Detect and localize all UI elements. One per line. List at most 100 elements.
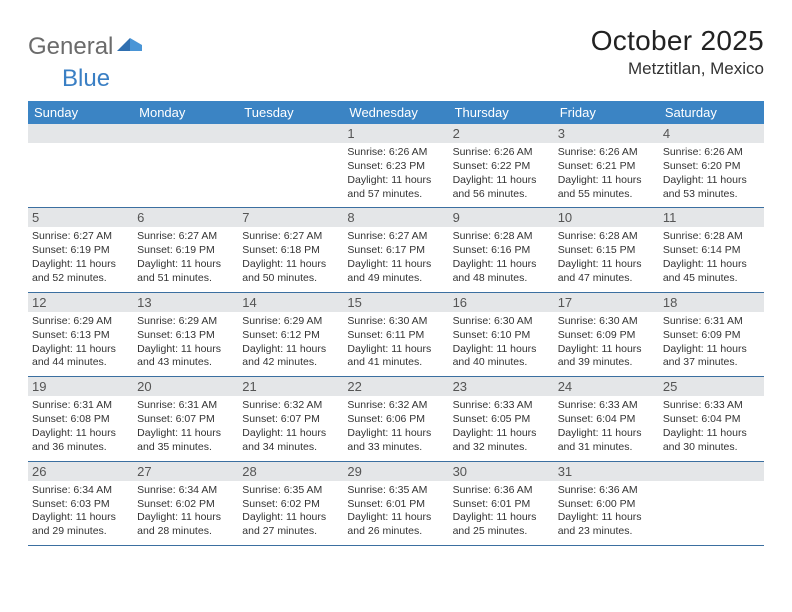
day-line: Daylight: 11 hours [32,511,129,525]
day-line: Sunset: 6:09 PM [558,329,655,343]
week-row: 5Sunrise: 6:27 AMSunset: 6:19 PMDaylight… [28,208,764,292]
day-line: and 40 minutes. [453,356,550,370]
day-number: 9 [449,208,554,227]
day-line: Sunset: 6:15 PM [558,244,655,258]
day-cell: 27Sunrise: 6:34 AMSunset: 6:02 PMDayligh… [133,462,238,545]
day-body: Sunrise: 6:36 AMSunset: 6:01 PMDaylight:… [453,484,550,539]
day-body: Sunrise: 6:35 AMSunset: 6:02 PMDaylight:… [242,484,339,539]
day-line: and 51 minutes. [137,272,234,286]
title-block: October 2025 Metztitlan, Mexico [591,25,764,79]
day-line: Daylight: 11 hours [558,427,655,441]
day-body: Sunrise: 6:32 AMSunset: 6:06 PMDaylight:… [347,399,444,454]
day-cell: 13Sunrise: 6:29 AMSunset: 6:13 PMDayligh… [133,293,238,376]
day-cell: 14Sunrise: 6:29 AMSunset: 6:12 PMDayligh… [238,293,343,376]
calendar-page: General October 2025 Metztitlan, Mexico … [0,0,792,546]
day-body: Sunrise: 6:36 AMSunset: 6:00 PMDaylight:… [558,484,655,539]
day-line: Sunrise: 6:35 AM [242,484,339,498]
day-line: Daylight: 11 hours [663,258,760,272]
day-line: Sunset: 6:19 PM [137,244,234,258]
day-number: 16 [449,293,554,312]
day-line: Sunset: 6:16 PM [453,244,550,258]
day-body: Sunrise: 6:27 AMSunset: 6:19 PMDaylight:… [137,230,234,285]
day-line: Sunrise: 6:29 AM [242,315,339,329]
day-number [28,124,133,143]
day-body: Sunrise: 6:29 AMSunset: 6:13 PMDaylight:… [137,315,234,370]
location-label: Metztitlan, Mexico [591,59,764,79]
day-cell: 21Sunrise: 6:32 AMSunset: 6:07 PMDayligh… [238,377,343,460]
day-line: and 39 minutes. [558,356,655,370]
day-line: Sunrise: 6:30 AM [453,315,550,329]
day-body: Sunrise: 6:29 AMSunset: 6:12 PMDaylight:… [242,315,339,370]
day-line: and 32 minutes. [453,441,550,455]
day-line: and 53 minutes. [663,188,760,202]
week-row: 1Sunrise: 6:26 AMSunset: 6:23 PMDaylight… [28,124,764,208]
day-line: Sunrise: 6:27 AM [347,230,444,244]
day-body: Sunrise: 6:33 AMSunset: 6:05 PMDaylight:… [453,399,550,454]
day-line: Sunrise: 6:35 AM [347,484,444,498]
day-body: Sunrise: 6:34 AMSunset: 6:02 PMDaylight:… [137,484,234,539]
day-cell: 19Sunrise: 6:31 AMSunset: 6:08 PMDayligh… [28,377,133,460]
day-line: Sunrise: 6:33 AM [453,399,550,413]
day-line: Daylight: 11 hours [242,427,339,441]
day-line: Daylight: 11 hours [32,427,129,441]
day-line: Sunrise: 6:34 AM [137,484,234,498]
day-number: 5 [28,208,133,227]
day-body: Sunrise: 6:33 AMSunset: 6:04 PMDaylight:… [663,399,760,454]
day-line: Sunset: 6:04 PM [663,413,760,427]
day-line: Sunset: 6:07 PM [137,413,234,427]
day-body: Sunrise: 6:27 AMSunset: 6:17 PMDaylight:… [347,230,444,285]
day-body: Sunrise: 6:26 AMSunset: 6:21 PMDaylight:… [558,146,655,201]
day-body: Sunrise: 6:28 AMSunset: 6:14 PMDaylight:… [663,230,760,285]
day-line: and 33 minutes. [347,441,444,455]
day-line: Sunset: 6:04 PM [558,413,655,427]
day-cell: 26Sunrise: 6:34 AMSunset: 6:03 PMDayligh… [28,462,133,545]
day-body: Sunrise: 6:28 AMSunset: 6:16 PMDaylight:… [453,230,550,285]
day-line: Daylight: 11 hours [558,343,655,357]
day-body: Sunrise: 6:34 AMSunset: 6:03 PMDaylight:… [32,484,129,539]
brand-logo: General [28,33,143,61]
day-body: Sunrise: 6:30 AMSunset: 6:11 PMDaylight:… [347,315,444,370]
day-line: Sunrise: 6:31 AM [137,399,234,413]
day-line: Sunset: 6:00 PM [558,498,655,512]
day-line: and 49 minutes. [347,272,444,286]
day-number: 24 [554,377,659,396]
day-number: 18 [659,293,764,312]
day-cell: 31 Sunrise: 6:36 AMSunset: 6:00 PMDayligh… [554,462,659,545]
day-line: Sunset: 6:23 PM [347,160,444,174]
day-cell: 23Sunrise: 6:33 AMSunset: 6:05 PMDayligh… [449,377,554,460]
day-cell: 11Sunrise: 6:28 AMSunset: 6:14 PMDayligh… [659,208,764,291]
day-body: Sunrise: 6:27 AMSunset: 6:19 PMDaylight:… [32,230,129,285]
day-cell: 28Sunrise: 6:35 AMSunset: 6:02 PMDayligh… [238,462,343,545]
day-cell [238,124,343,207]
day-line: Sunrise: 6:30 AM [347,315,444,329]
day-number: 1 [343,124,448,143]
day-line: Daylight: 11 hours [137,511,234,525]
day-number: 29 [343,462,448,481]
day-line: and 52 minutes. [32,272,129,286]
day-line: Sunset: 6:01 PM [347,498,444,512]
day-number: 3 [554,124,659,143]
day-line: Daylight: 11 hours [347,511,444,525]
day-line: Sunrise: 6:29 AM [137,315,234,329]
day-line: Sunset: 6:14 PM [663,244,760,258]
day-line: Sunrise: 6:26 AM [347,146,444,160]
day-line: and 43 minutes. [137,356,234,370]
day-line: Daylight: 11 hours [347,343,444,357]
day-line: Sunset: 6:17 PM [347,244,444,258]
day-line: and 30 minutes. [663,441,760,455]
day-cell: 6Sunrise: 6:27 AMSunset: 6:19 PMDaylight… [133,208,238,291]
brand-mark-icon [117,31,143,59]
day-line: and 28 minutes. [137,525,234,539]
day-line: and 34 minutes. [242,441,339,455]
day-line: Sunrise: 6:26 AM [453,146,550,160]
day-cell: 25Sunrise: 6:33 AMSunset: 6:04 PMDayligh… [659,377,764,460]
day-number: 31 [554,462,659,481]
day-number: 17 [554,293,659,312]
day-number: 8 [343,208,448,227]
day-line: Sunset: 6:02 PM [137,498,234,512]
day-line: Daylight: 11 hours [453,258,550,272]
day-line: and 29 minutes. [32,525,129,539]
day-line: Daylight: 11 hours [453,343,550,357]
day-body: Sunrise: 6:32 AMSunset: 6:07 PMDaylight:… [242,399,339,454]
day-cell: 2Sunrise: 6:26 AMSunset: 6:22 PMDaylight… [449,124,554,207]
